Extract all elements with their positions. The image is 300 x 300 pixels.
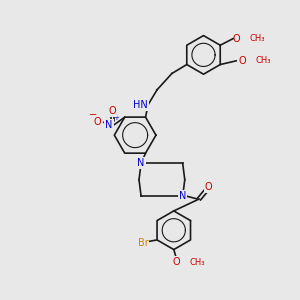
Text: N: N [137, 158, 145, 168]
Text: CH₃: CH₃ [256, 56, 271, 65]
Text: CH₃: CH₃ [250, 34, 265, 43]
Text: O: O [238, 56, 246, 66]
Text: Br: Br [138, 238, 148, 248]
Text: N: N [179, 191, 186, 201]
Text: O: O [94, 117, 102, 128]
Text: O: O [109, 106, 116, 116]
Text: −: − [89, 110, 97, 121]
Text: O: O [205, 182, 212, 192]
Text: +: + [114, 115, 119, 121]
Text: N: N [105, 120, 113, 130]
Text: O: O [173, 257, 181, 267]
Text: HN: HN [134, 100, 148, 110]
Text: O: O [232, 34, 240, 44]
Text: CH₃: CH₃ [189, 258, 205, 267]
